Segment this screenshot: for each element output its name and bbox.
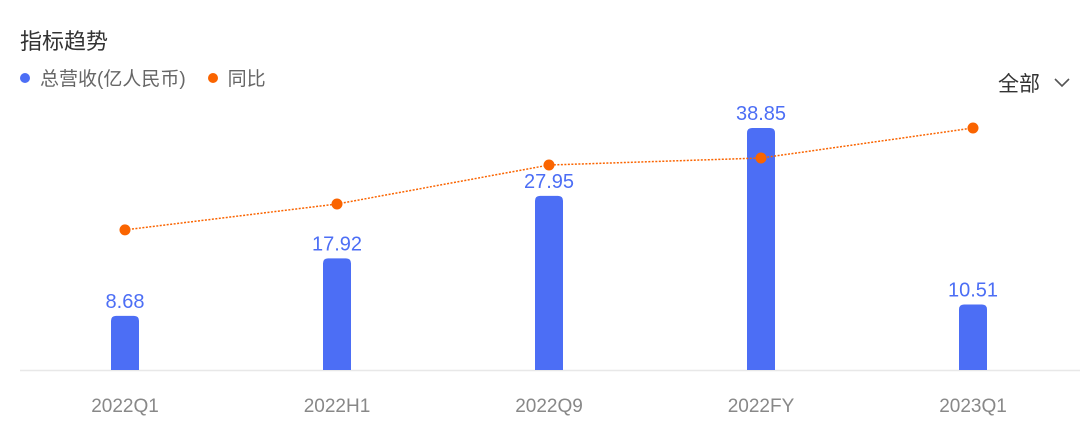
x-tick-label: 2022Q9 (515, 396, 583, 417)
bar (323, 258, 351, 370)
bar-data-label: 17.92 (312, 233, 362, 255)
bar-data-label: 38.85 (736, 103, 786, 125)
chart-title: 指标趋势 (20, 29, 109, 54)
yoy-point (119, 224, 131, 236)
legend-item-revenue[interactable]: 总营收(亿人民币) (20, 64, 186, 91)
legend: 总营收(亿人民币) 同比 (20, 64, 288, 91)
bar (959, 304, 987, 370)
x-tick-label: 2022Q1 (91, 396, 159, 417)
x-tick-label: 2022H1 (304, 396, 371, 417)
bar-data-label: 10.51 (948, 280, 998, 302)
yoy-point (543, 159, 555, 171)
bar (111, 315, 139, 370)
yoy-point (755, 152, 767, 164)
bar-data-label: 8.68 (106, 291, 145, 313)
period-filter-dropdown[interactable]: 全部 (998, 68, 1070, 98)
yoy-point (967, 122, 979, 134)
x-tick-label: 2023Q1 (939, 396, 1007, 417)
chevron-down-icon (1054, 78, 1070, 88)
legend-item-yoy[interactable]: 同比 (207, 64, 266, 91)
bar (747, 128, 775, 370)
legend-dot-revenue (20, 72, 30, 83)
bar-data-label: 27.95 (524, 171, 574, 193)
bar (535, 195, 563, 370)
x-tick-label: 2022FY (728, 396, 795, 417)
legend-label-yoy: 同比 (227, 69, 266, 90)
yoy-point (331, 198, 343, 210)
legend-dot-yoy (207, 72, 218, 83)
legend-label-revenue: 总营收(亿人民币) (40, 69, 186, 90)
filter-label: 全部 (998, 73, 1040, 96)
